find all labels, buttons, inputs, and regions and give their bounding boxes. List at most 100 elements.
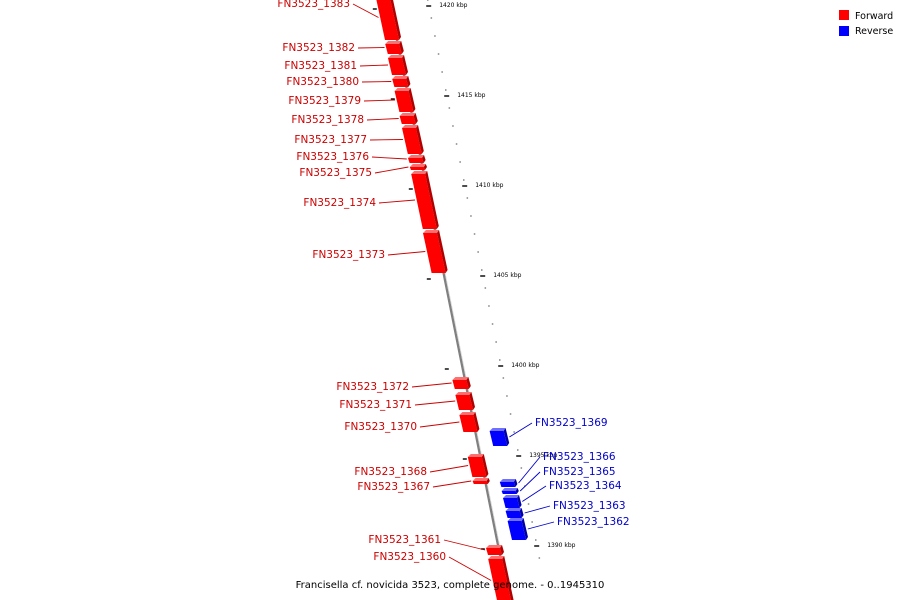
gene-block-bevel [409,164,426,167]
genes-layer [376,0,528,600]
gene-label-fn3523-1373[interactable]: FN3523_1373 [312,249,385,261]
gene-block[interactable] [376,0,399,40]
gene-block[interactable] [501,491,517,494]
gene-label-fn3523-1376[interactable]: FN3523_1376 [296,151,369,163]
tick-label: 1390 kbp [547,542,575,549]
gene-block-shade [515,488,519,494]
gene-label-fn3523-1360[interactable]: FN3523_1360 [373,551,446,563]
gene-leader-line [432,480,472,488]
gene-block-shade [521,518,528,540]
gene-block[interactable] [455,395,473,410]
gene-block-bevel [385,41,402,44]
gene-block[interactable] [499,482,516,487]
gene-block-bevel [488,556,505,559]
legend-label-forward: Forward [855,11,893,22]
gene-block-bevel [489,428,506,431]
gene-block-bevel [411,171,428,174]
gene-block-shade [519,508,524,518]
gene-label-fn3523-1371[interactable]: FN3523_1371 [339,399,412,411]
gene-leader-line [522,485,547,502]
gene-leader-line [378,199,416,204]
gene-leader-line [366,118,399,121]
gene-block-shade [406,76,411,87]
gene-block[interactable] [488,559,512,600]
legend-swatch-forward [839,10,849,20]
gene-block[interactable] [388,58,406,75]
gene-leader-line [414,400,456,406]
gene-label-fn3523-1366[interactable]: FN3523_1366 [543,451,616,463]
gene-block-bevel [499,479,516,482]
gene-label-fn3523-1365[interactable]: FN3523_1365 [543,466,616,478]
gene-block-bevel [423,230,439,233]
gene-label-fn3523-1364[interactable]: FN3523_1364 [549,480,622,492]
gene-block-shade [466,377,471,389]
gene-label-fn3523-1380[interactable]: FN3523_1380 [286,76,359,88]
gene-label-fn3523-1369[interactable]: FN3523_1369 [535,417,608,429]
gene-labels-layer: FN3523_1383 FN3523_1382 FN3523_1381 FN3523_… [277,0,630,581]
gene-block-shade [402,55,408,75]
gene-label-fn3523-1362[interactable]: FN3523_1362 [557,516,630,528]
gene-label-fn3523-1367[interactable]: FN3523_1367 [357,481,430,493]
gene-block[interactable] [503,498,520,508]
gene-block[interactable] [394,91,414,112]
gene-block[interactable] [399,116,416,124]
gene-label-fn3523-1363[interactable]: FN3523_1363 [553,500,626,512]
gene-label-fn3523-1381[interactable]: FN3523_1381 [284,60,357,72]
gene-block[interactable] [409,167,425,170]
gene-block-bevel [452,377,469,380]
gene-block[interactable] [472,481,488,484]
gene-block-shade [503,428,510,446]
gene-block-bevel [472,478,489,481]
gene-label-fn3523-1383[interactable]: FN3523_1383 [277,0,350,10]
tick-label: 1405 kbp [493,272,521,279]
gene-block-bevel [467,454,484,457]
gene-leader-line [352,3,379,18]
gene-block-shade [437,230,448,273]
gene-block[interactable] [489,431,508,446]
gene-block[interactable] [385,44,402,54]
gene-label-fn3523-1370[interactable]: FN3523_1370 [344,421,417,433]
gene-label-fn3523-1379[interactable]: FN3523_1379 [288,95,361,107]
genome-caption: Francisella cf. novicida 3523, complete … [296,580,605,591]
gene-block[interactable] [402,128,422,154]
gene-block-shade [413,113,418,124]
gene-label-fn3523-1382[interactable]: FN3523_1382 [282,42,355,54]
gene-block-shade [423,164,427,170]
gene-block-shade [390,0,401,40]
gene-block[interactable] [467,457,487,477]
gene-leader-line [357,47,385,49]
gene-leader-line [448,556,492,581]
gene-block-shade [481,454,489,477]
gene-block[interactable] [392,79,409,87]
gene-block[interactable] [408,158,424,163]
gene-block[interactable] [505,511,522,518]
gene-leader-line [371,156,407,160]
gene-label-fn3523-1375[interactable]: FN3523_1375 [299,167,372,179]
gene-label-fn3523-1372[interactable]: FN3523_1372 [336,381,409,393]
gene-block[interactable] [507,521,526,540]
gene-block-shade [502,556,514,600]
gene-block-shade [425,171,439,229]
gene-block-bevel [503,495,519,498]
gene-leader-line [374,166,409,174]
gene-block[interactable] [411,174,437,229]
gene-label-fn3523-1368[interactable]: FN3523_1368 [354,466,427,478]
gene-block-bevel [399,113,416,116]
gene-block[interactable] [452,380,469,389]
gene-block-bevel [459,412,476,415]
gene-block-bevel [505,508,522,511]
gene-block-bevel [394,88,411,91]
gene-label-fn3523-1374[interactable]: FN3523_1374 [303,197,376,209]
gene-label-fn3523-1361[interactable]: FN3523_1361 [368,534,441,546]
gene-label-fn3523-1378[interactable]: FN3523_1378 [291,114,364,126]
gene-block[interactable] [486,548,502,555]
gene-block-bevel [392,76,409,79]
gene-block[interactable] [459,415,478,432]
gene-block-shade [486,478,490,484]
gene-leader-line [369,139,403,141]
gene-leader-line [519,471,541,492]
gene-label-fn3523-1377[interactable]: FN3523_1377 [294,134,367,146]
gene-block[interactable] [423,233,446,273]
gene-leader-line [359,64,389,67]
gene-block-shade [416,125,424,154]
